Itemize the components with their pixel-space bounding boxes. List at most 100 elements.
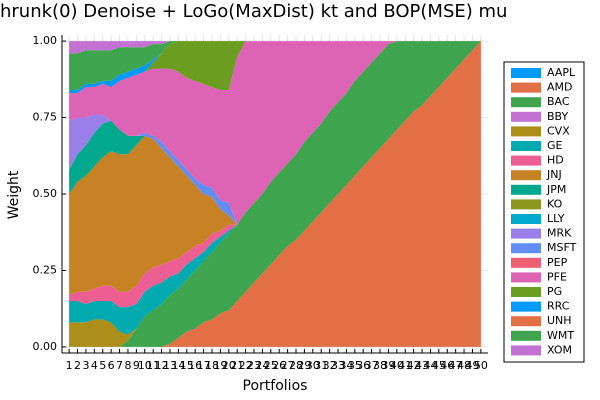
- legend-label: CVX: [547, 124, 570, 137]
- x-tick-label: 25: [264, 359, 278, 372]
- x-tick-label: 47: [449, 359, 463, 372]
- x-tick-label: 15: [180, 359, 194, 372]
- legend-swatch: [511, 97, 541, 108]
- x-tick-label: 3: [82, 359, 89, 372]
- x-tick-label: 33: [331, 359, 345, 372]
- x-tick-label: 37: [365, 359, 379, 372]
- legend-swatch: [511, 243, 541, 254]
- area: [69, 41, 481, 295]
- legend-label: AAPL: [547, 66, 576, 79]
- legend-label: AMD: [547, 81, 573, 94]
- x-tick-label: 48: [457, 359, 471, 372]
- y-axis-label: Weight: [6, 170, 22, 219]
- legend-label: RRC: [547, 300, 570, 313]
- area: [69, 41, 481, 347]
- legend-swatch: [511, 170, 541, 181]
- x-tick-label: 43: [415, 359, 429, 372]
- x-tick-label: 29: [297, 359, 311, 372]
- legend-swatch: [511, 272, 541, 283]
- x-tick-label: 35: [348, 359, 362, 372]
- x-tick-label: 26: [272, 359, 286, 372]
- legend-label: JNJ: [546, 168, 562, 181]
- x-tick-label: 40: [390, 359, 404, 372]
- x-tick-label: 22: [239, 359, 253, 372]
- legend-label: GE: [547, 139, 563, 152]
- x-tick-label: 5: [99, 359, 106, 372]
- x-tick-label: 13: [163, 359, 177, 372]
- chart-title: hrunk(0) Denoise + LoGo(MaxDist) kt and …: [0, 1, 507, 22]
- x-tick-label: 46: [440, 359, 454, 372]
- y-tick-label: 0.50: [33, 187, 58, 200]
- legend-swatch: [511, 257, 541, 268]
- plot-area: [62, 35, 488, 353]
- x-tick-label: 19: [213, 359, 227, 372]
- x-tick-label: 6: [108, 359, 115, 372]
- legend-swatch: [511, 111, 541, 122]
- x-tick-label: 36: [356, 359, 370, 372]
- legend-swatch: [511, 184, 541, 195]
- legend-label: KO: [547, 197, 563, 210]
- x-tick-label: 42: [407, 359, 421, 372]
- x-tick-label: 11: [146, 359, 160, 372]
- x-tick-label: 4: [91, 359, 98, 372]
- x-tick-label: 8: [124, 359, 131, 372]
- legend-label: MRK: [547, 227, 572, 240]
- x-tick-label: 27: [281, 359, 295, 372]
- legend-label: XOM: [547, 343, 572, 356]
- legend-swatch: [511, 345, 541, 356]
- area: [69, 41, 481, 335]
- legend-swatch: [511, 316, 541, 327]
- legend-swatch: [511, 228, 541, 239]
- y-tick-label: 0.75: [33, 111, 58, 124]
- y-tick-label: 0.25: [33, 263, 58, 276]
- legend-label: HD: [547, 154, 564, 167]
- x-tick-label: 1: [66, 359, 73, 372]
- x-tick-label: 30: [306, 359, 320, 372]
- legend-label: LLY: [547, 212, 565, 225]
- x-tick-label: 38: [373, 359, 387, 372]
- legend-label: PFE: [547, 270, 567, 283]
- legend-swatch: [511, 287, 541, 297]
- y-tick-label: 0.00: [33, 340, 58, 353]
- legend-swatch: [511, 68, 541, 78]
- x-tick-label: 41: [398, 359, 412, 372]
- legend-label: PG: [547, 285, 562, 298]
- area: [69, 41, 481, 347]
- x-tick-label: 2: [74, 359, 81, 372]
- legend-swatch: [511, 330, 541, 341]
- legend-label: BBY: [547, 110, 568, 123]
- x-axis-label: Portfolios: [243, 378, 308, 394]
- x-tick-label: 28: [289, 359, 303, 372]
- legend-label: MSFT: [547, 241, 577, 254]
- x-tick-label: 10: [138, 359, 152, 372]
- legend-swatch: [511, 141, 541, 151]
- x-tick-label: 14: [171, 359, 185, 372]
- x-tick-label: 18: [205, 359, 219, 372]
- x-tick-label: 39: [381, 359, 395, 372]
- legend-swatch: [511, 199, 541, 210]
- x-tick-label: 32: [323, 359, 337, 372]
- x-tick-label: 50: [474, 359, 488, 372]
- area: [69, 41, 481, 225]
- x-tick-label: 24: [255, 359, 269, 372]
- legend-label: BAC: [547, 95, 570, 108]
- legend-label: UNH: [547, 314, 572, 327]
- x-tick-label: 9: [133, 359, 140, 372]
- x-tick-label: 16: [188, 359, 202, 372]
- x-tick-label: 7: [116, 359, 123, 372]
- x-tick-label: 34: [339, 359, 353, 372]
- x-tick-label: 23: [247, 359, 261, 372]
- legend-label: JPM: [546, 183, 566, 196]
- legend-swatch: [511, 155, 541, 166]
- x-tick-label: 44: [423, 359, 437, 372]
- x-tick-label: 12: [155, 359, 169, 372]
- legend-swatch: [511, 301, 541, 312]
- legend-swatch: [511, 82, 541, 93]
- x-tick-label: 21: [230, 359, 244, 372]
- area: [69, 41, 481, 54]
- legend-swatch: [511, 126, 541, 137]
- x-tick-label: 49: [465, 359, 479, 372]
- x-tick-label: 31: [314, 359, 328, 372]
- legend-label: WMT: [547, 329, 574, 342]
